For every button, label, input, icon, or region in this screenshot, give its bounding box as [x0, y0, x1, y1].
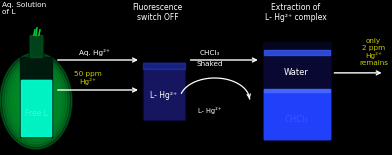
Text: Aq. Hg²⁺: Aq. Hg²⁺ — [80, 49, 110, 57]
Bar — [21, 80, 51, 136]
Text: Free L: Free L — [25, 108, 47, 117]
Ellipse shape — [10, 63, 62, 139]
Bar — [21, 80, 51, 136]
Bar — [144, 68, 184, 119]
Text: Water: Water — [284, 68, 309, 77]
Ellipse shape — [15, 68, 57, 134]
Text: L- Hg²⁺: L- Hg²⁺ — [198, 108, 221, 115]
Bar — [264, 90, 330, 139]
Text: CHCl₃: CHCl₃ — [200, 50, 220, 56]
Ellipse shape — [7, 60, 64, 142]
Text: 50 ppm
Hg²⁺: 50 ppm Hg²⁺ — [74, 71, 102, 85]
Ellipse shape — [2, 55, 69, 146]
Ellipse shape — [13, 66, 60, 137]
Text: CHCl₃: CHCl₃ — [285, 115, 309, 124]
Bar — [264, 90, 330, 139]
Bar — [20, 57, 52, 137]
Bar — [143, 62, 185, 120]
Text: Fluorescence
switch OFF: Fluorescence switch OFF — [132, 3, 183, 22]
Bar — [21, 80, 51, 136]
Text: only
2 ppm
Hg²⁺
remains: only 2 ppm Hg²⁺ remains — [359, 38, 388, 66]
Bar — [30, 35, 42, 57]
Text: Extraction of
L- Hg²⁺ complex: Extraction of L- Hg²⁺ complex — [265, 3, 327, 22]
Bar — [21, 80, 51, 136]
Bar — [143, 63, 185, 69]
Ellipse shape — [5, 58, 67, 144]
Text: Aq. Solution
of L: Aq. Solution of L — [2, 2, 46, 15]
Bar — [264, 90, 330, 139]
Ellipse shape — [0, 53, 72, 149]
Bar — [264, 50, 330, 55]
Bar — [264, 89, 330, 92]
Bar — [21, 80, 51, 136]
Text: L- Hg²⁺: L- Hg²⁺ — [150, 91, 177, 100]
Bar — [263, 42, 330, 140]
Bar — [264, 55, 330, 91]
Bar — [29, 35, 43, 57]
Bar — [264, 90, 330, 139]
Text: Shaked: Shaked — [196, 61, 223, 67]
